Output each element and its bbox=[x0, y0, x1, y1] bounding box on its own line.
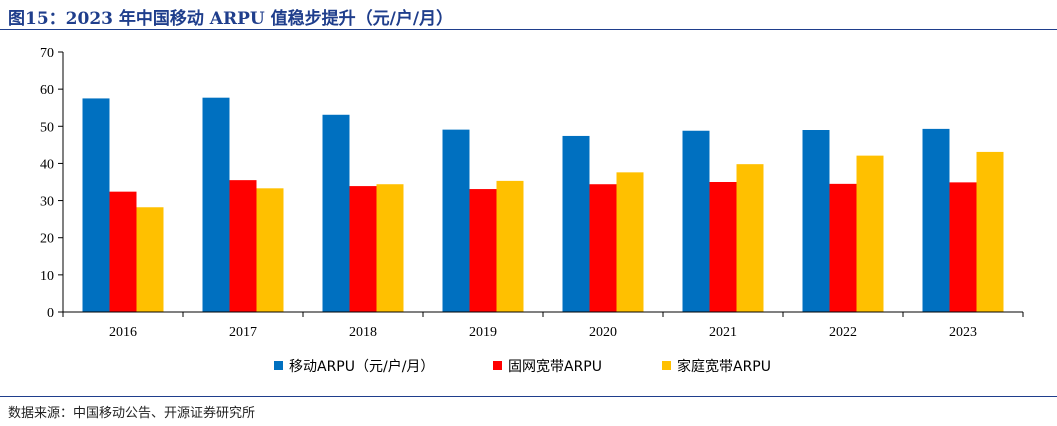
bar-1-2019 bbox=[442, 129, 470, 312]
y-tick-label: 10 bbox=[40, 269, 54, 284]
bar-1-2023 bbox=[922, 128, 950, 312]
x-tick-label: 2022 bbox=[829, 325, 857, 340]
y-tick-label: 0 bbox=[47, 306, 54, 321]
x-tick-label: 2018 bbox=[349, 325, 377, 340]
bar-3-2023 bbox=[976, 151, 1004, 312]
legend-label-2: 固网宽带ARPU bbox=[508, 358, 602, 375]
y-tick-label: 50 bbox=[40, 120, 54, 135]
x-tick-label: 2019 bbox=[469, 325, 497, 340]
y-tick-label: 60 bbox=[40, 83, 54, 98]
source-note: 数据来源：中国移动公告、开源证券研究所 bbox=[8, 406, 256, 421]
bar-3-2020 bbox=[616, 172, 644, 312]
title-divider bbox=[0, 29, 1057, 30]
plot-area: 0 10 20 30 40 50 60 70 2016 2017 2018 2019 2020 2021 2… bbox=[40, 46, 1024, 340]
x-tick-label: 2017 bbox=[229, 325, 257, 340]
bar-1-2021 bbox=[682, 130, 710, 312]
figure-title: 图15：2023 年中国移动 ARPU 值稳步提升（元/户/月） bbox=[8, 9, 454, 29]
source-divider bbox=[0, 396, 1057, 397]
bar-3-2021 bbox=[736, 164, 764, 312]
bar-1-2017 bbox=[202, 97, 230, 312]
x-tick-label: 2016 bbox=[109, 325, 137, 340]
legend-swatch-3 bbox=[662, 361, 671, 370]
bar-2-2023 bbox=[949, 182, 977, 312]
bar-3-2017 bbox=[256, 188, 284, 312]
y-tick-label: 70 bbox=[40, 46, 54, 61]
x-tick-label: 2021 bbox=[709, 325, 737, 340]
y-tick-label: 20 bbox=[40, 232, 54, 247]
bar-1-2020 bbox=[562, 135, 590, 312]
bar-3-2019 bbox=[496, 180, 524, 312]
bar-1-2016 bbox=[82, 98, 110, 312]
bar-1-2018 bbox=[322, 114, 350, 313]
bar-2-2018 bbox=[349, 186, 377, 312]
bar-3-2018 bbox=[376, 184, 404, 312]
bar-2-2020 bbox=[589, 184, 617, 312]
x-tick-label: 2020 bbox=[589, 325, 617, 340]
bar-2-2022 bbox=[829, 183, 857, 312]
y-tick-label: 30 bbox=[40, 195, 54, 210]
bar-2-2021 bbox=[709, 182, 737, 312]
bar-3-2022 bbox=[856, 155, 884, 312]
bar-chart: 0 10 20 30 40 50 60 70 2016 2017 2018 2019 2020 2021 2… bbox=[40, 46, 1024, 375]
legend-label-1: 移动ARPU（元/户/月） bbox=[289, 358, 434, 375]
legend: 移动ARPU（元/户/月） 固网宽带ARPU 家庭宽带ARPU bbox=[274, 358, 771, 375]
legend-swatch-1 bbox=[274, 361, 283, 370]
x-tick-label: 2023 bbox=[949, 325, 977, 340]
legend-swatch-2 bbox=[493, 361, 502, 370]
bar-3-2016 bbox=[136, 207, 164, 312]
y-tick-label: 40 bbox=[40, 157, 54, 172]
bar-1-2022 bbox=[802, 130, 830, 312]
bar-2-2017 bbox=[229, 180, 257, 312]
bar-2-2016 bbox=[109, 191, 137, 312]
legend-label-3: 家庭宽带ARPU bbox=[677, 358, 771, 375]
bar-2-2019 bbox=[469, 189, 497, 312]
